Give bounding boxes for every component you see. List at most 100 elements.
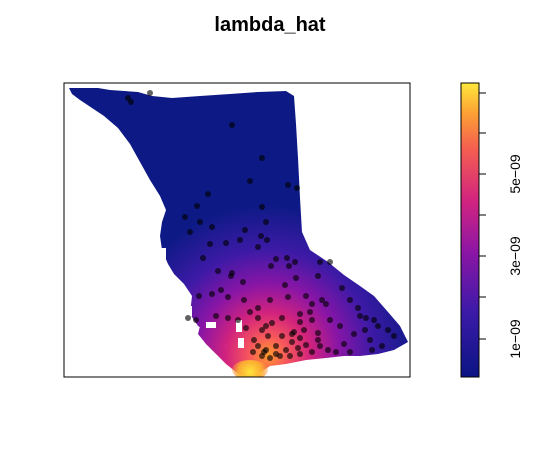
observation-point <box>363 315 369 321</box>
observation-point <box>251 337 257 343</box>
colorbar-ticks: 1e−09 3e−09 5e−09 <box>479 92 523 359</box>
observation-point <box>279 333 285 339</box>
plot-frame <box>63 82 411 378</box>
observation-point <box>285 294 291 300</box>
points-layer <box>125 90 397 361</box>
observation-point <box>218 287 224 293</box>
observation-point <box>375 323 381 329</box>
observation-point <box>309 317 315 323</box>
observation-point <box>264 237 270 243</box>
observation-point <box>235 317 241 323</box>
observation-point <box>285 182 291 188</box>
observation-point <box>369 347 375 353</box>
observation-point <box>347 297 353 303</box>
observation-point <box>193 317 199 323</box>
observation-point <box>187 229 193 235</box>
observation-point <box>287 353 293 359</box>
observation-point <box>273 256 279 262</box>
observation-point <box>315 337 321 343</box>
colorbar-tick-label: 5e−09 <box>507 154 523 194</box>
observation-point <box>379 343 385 349</box>
observation-point <box>196 293 202 299</box>
observation-point <box>267 297 273 303</box>
observation-point <box>209 291 215 297</box>
observation-point <box>194 203 200 209</box>
observation-point <box>315 330 321 336</box>
observation-point <box>351 331 357 337</box>
observation-point <box>265 333 271 339</box>
observation-point <box>255 305 261 311</box>
colorbar-tick-label: 1e−09 <box>507 319 523 359</box>
observation-point <box>319 297 325 303</box>
observation-point <box>347 349 353 355</box>
observation-point <box>213 313 219 319</box>
observation-point <box>205 191 211 197</box>
observation-point <box>263 323 269 329</box>
observation-point <box>225 294 231 300</box>
observation-point <box>200 255 206 261</box>
observation-point <box>367 337 373 343</box>
observation-point <box>240 279 246 285</box>
observation-point <box>315 273 321 279</box>
observation-point <box>255 315 261 321</box>
coastal-inlets <box>118 232 244 348</box>
observation-point <box>303 293 309 299</box>
observation-point <box>128 99 134 105</box>
observation-point <box>243 325 249 331</box>
observation-point <box>357 313 363 319</box>
observation-point <box>307 309 313 315</box>
observation-point <box>259 353 265 359</box>
observation-point <box>197 219 203 225</box>
observation-point <box>309 301 315 307</box>
observation-point <box>247 309 253 315</box>
observation-point <box>337 323 343 329</box>
observation-point <box>268 263 274 269</box>
observation-point <box>317 343 323 349</box>
observation-point <box>303 342 309 348</box>
observation-point <box>362 327 368 333</box>
observation-point <box>284 255 290 261</box>
observation-point <box>223 240 229 246</box>
observation-point <box>237 237 243 243</box>
chart-title: lambda_hat <box>214 14 325 36</box>
observation-point <box>325 347 331 353</box>
observation-point <box>333 349 339 355</box>
island-shape <box>198 326 262 377</box>
observation-point <box>341 341 347 347</box>
observation-point <box>273 351 279 357</box>
observation-point <box>317 259 323 265</box>
observation-point <box>259 327 265 333</box>
observation-point <box>241 297 247 303</box>
observation-point <box>293 275 299 281</box>
observation-point <box>267 355 273 361</box>
observation-point <box>263 347 269 353</box>
colorbar-tick-label: 3e−09 <box>507 236 523 276</box>
observation-point <box>327 317 333 323</box>
observation-point <box>294 185 300 191</box>
observation-point <box>258 233 264 239</box>
colorbar <box>460 82 480 378</box>
observation-point <box>297 319 303 325</box>
observation-point <box>263 219 269 225</box>
observation-point <box>339 285 345 291</box>
observation-point <box>355 305 361 311</box>
observation-point <box>295 345 301 351</box>
observation-point <box>229 122 235 128</box>
observation-point <box>259 155 265 161</box>
observation-point <box>297 335 303 341</box>
observation-point <box>309 349 315 355</box>
map-region <box>66 85 408 377</box>
observation-point <box>327 259 333 265</box>
observation-point <box>209 224 215 230</box>
observation-point <box>255 343 261 349</box>
observation-point <box>242 227 248 233</box>
observation-point <box>297 351 303 357</box>
observation-point <box>371 317 377 323</box>
observation-point <box>182 214 188 220</box>
observation-point <box>269 320 275 326</box>
north-notch <box>66 85 100 88</box>
observation-point <box>385 327 391 333</box>
observation-point <box>225 315 231 321</box>
observation-point <box>286 263 292 269</box>
